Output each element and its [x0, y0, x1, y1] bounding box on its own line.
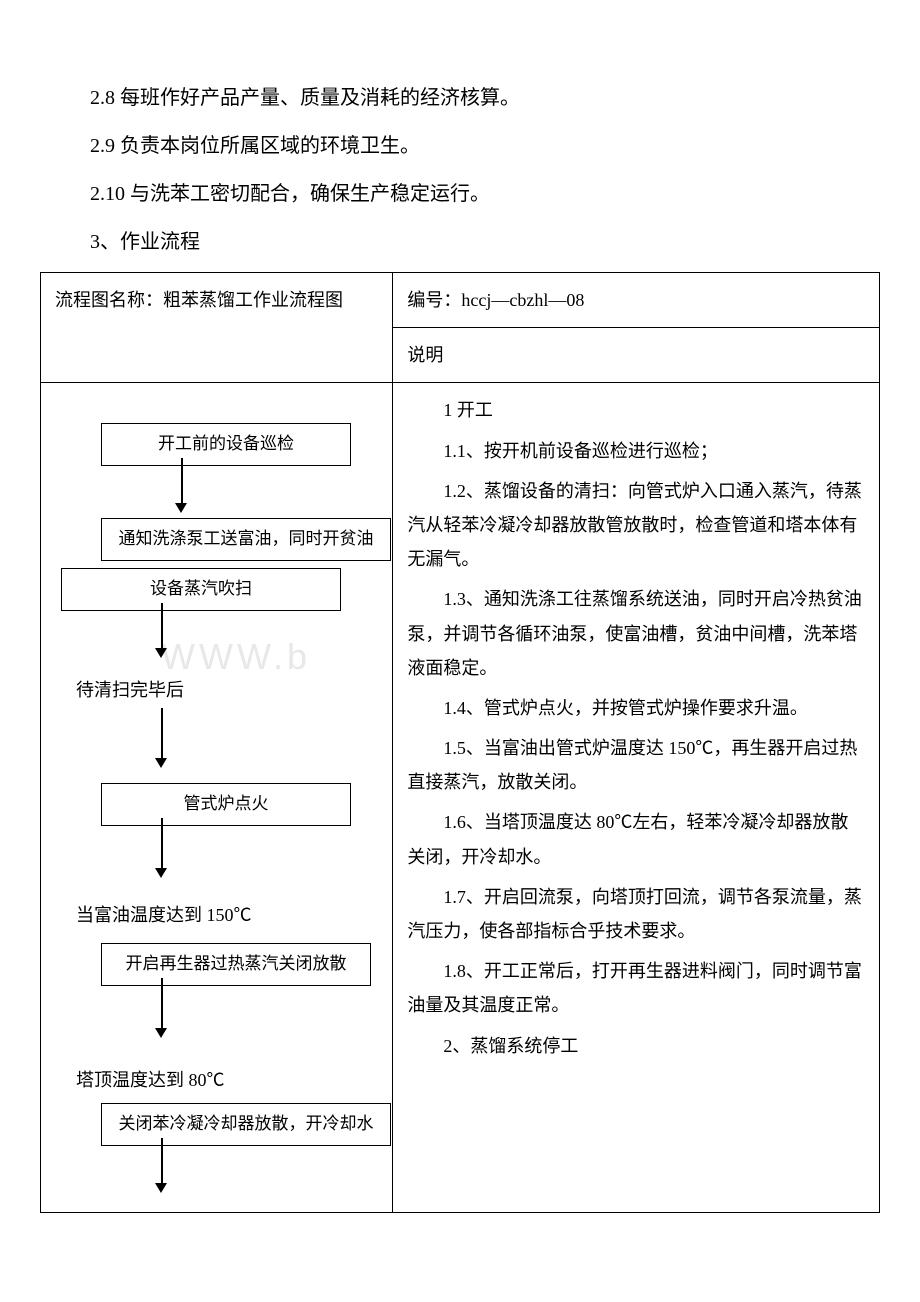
flow-box-notify-pump: 通知洗涤泵工送富油，同时开贫油	[101, 518, 391, 560]
arrow-head-icon	[155, 1183, 167, 1193]
desc-item-1-5: 1.5、当富油出管式炉温度达 150℃，再生器开启过热直接蒸汽，放散关闭。	[407, 731, 865, 799]
arrow-line	[181, 458, 183, 508]
arrow-line	[161, 1138, 163, 1188]
table-header-desc-label: 说明	[393, 328, 880, 383]
desc-item-1-2: 1.2、蒸馏设备的清扫：向管式炉入口通入蒸汽，待蒸汽从轻苯冷凝冷却器放散管放散时…	[407, 474, 865, 577]
desc-item-1-3: 1.3、通知洗涤工往蒸馏系统送油，同时开启冷热贫油泵，并调节各循环油泵，使富油槽…	[407, 582, 865, 685]
paragraph-2-9: 2.9 负责本岗位所属区域的环境卫生。	[40, 128, 880, 164]
arrow-line	[161, 818, 163, 873]
flow-box-inspection: 开工前的设备巡检	[101, 423, 351, 465]
flow-box-close-condenser: 关闭苯冷凝冷却器放散，开冷却水	[101, 1103, 391, 1145]
paragraph-3: 3、作业流程	[40, 224, 880, 260]
flowchart-cell: WWW.b 开工前的设备巡检 通知洗涤泵工送富油，同时开贫油 设备蒸汽吹扫 待清…	[41, 383, 393, 1213]
desc-item-1-4: 1.4、管式炉点火，并按管式炉操作要求升温。	[407, 691, 865, 725]
flow-label-after-purge: 待清扫完毕后	[76, 673, 184, 707]
process-table: 流程图名称：粗苯蒸馏工作业流程图 编号：hccj—cbzhl—08 说明 WWW…	[40, 272, 880, 1213]
table-header-code: 编号：hccj—cbzhl—08	[393, 273, 880, 328]
flow-label-oil-temp-150: 当富油温度达到 150℃	[76, 898, 252, 932]
desc-item-1-7: 1.7、开启回流泵，向塔顶打回流，调节各泵流量，蒸汽压力，使各部指标合乎技术要求…	[407, 880, 865, 948]
arrow-head-icon	[155, 758, 167, 768]
desc-item-1-6: 1.6、当塔顶温度达 80℃左右，轻苯冷凝冷却器放散关闭，开冷却水。	[407, 805, 865, 873]
table-header-left: 流程图名称：粗苯蒸馏工作业流程图	[41, 273, 393, 383]
desc-item-1-1: 1.1、按开机前设备巡检进行巡检；	[407, 434, 865, 468]
desc-item-1-8: 1.8、开工正常后，打开再生器进料阀门，同时调节富油量及其温度正常。	[407, 954, 865, 1022]
arrow-head-icon	[155, 648, 167, 658]
desc-heading-1: 1 开工	[407, 393, 865, 427]
flow-box-steam-purge: 设备蒸汽吹扫	[61, 568, 341, 610]
flow-box-ignite-furnace: 管式炉点火	[101, 783, 351, 825]
paragraph-2-10: 2.10 与洗苯工密切配合，确保生产稳定运行。	[40, 176, 880, 212]
arrow-head-icon	[155, 868, 167, 878]
flow-box-regenerator-steam: 开启再生器过热蒸汽关闭放散	[101, 943, 371, 985]
arrow-line	[161, 603, 163, 653]
arrow-head-icon	[155, 1028, 167, 1038]
arrow-head-icon	[175, 503, 187, 513]
arrow-line	[161, 978, 163, 1033]
paragraph-2-8: 2.8 每班作好产品产量、质量及消耗的经济核算。	[40, 80, 880, 116]
flow-label-tower-temp-80: 塔顶温度达到 80℃	[76, 1063, 225, 1097]
desc-heading-2: 2、蒸馏系统停工	[407, 1029, 865, 1063]
arrow-line	[161, 708, 163, 763]
description-cell: 1 开工 1.1、按开机前设备巡检进行巡检； 1.2、蒸馏设备的清扫：向管式炉入…	[393, 383, 880, 1213]
